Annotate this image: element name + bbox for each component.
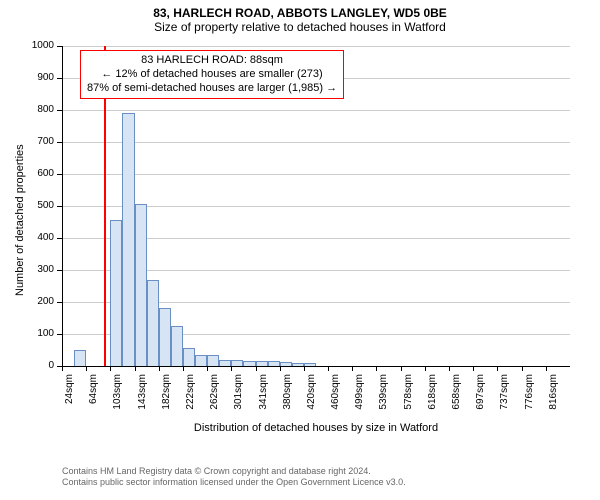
x-tick-mark [401,366,402,371]
histogram-bar [195,355,207,366]
annotation-line-3: 87% of semi-detached houses are larger (… [87,82,337,96]
y-tick-label: 800 [14,104,54,115]
gridline [62,110,570,111]
histogram-bar [74,350,86,366]
histogram-bar [292,363,304,366]
x-tick-mark [328,366,329,371]
histogram-bar [135,204,147,366]
annotation-line-2: ← 12% of detached houses are smaller (27… [87,68,337,82]
x-tick-label: 222sqm [185,374,196,424]
histogram-bar [207,355,219,366]
histogram-bar [256,361,268,366]
x-tick-mark [522,366,523,371]
y-axis-label: Number of detached properties [14,144,26,296]
x-tick-mark [86,366,87,371]
annotation-box: 83 HARLECH ROAD: 88sqm← 12% of detached … [80,50,344,99]
x-tick-mark [62,366,63,371]
x-tick-label: 262sqm [209,374,220,424]
x-axis-label: Distribution of detached houses by size … [62,422,570,434]
histogram-bar [280,362,292,366]
histogram-bar [171,326,183,366]
x-tick-label: 341sqm [258,374,269,424]
x-tick-label: 460sqm [330,374,341,424]
x-tick-mark [352,366,353,371]
histogram-bar [268,361,280,366]
x-tick-label: 539sqm [378,374,389,424]
x-tick-label: 24sqm [64,374,75,424]
chart-plot-region: 0100200300400500600700800900100024sqm64s… [62,46,570,366]
x-tick-mark [425,366,426,371]
y-tick-label: 0 [14,360,54,371]
x-tick-label: 301sqm [233,374,244,424]
gridline [62,142,570,143]
x-tick-label: 776sqm [524,374,535,424]
chart-container: 83, HARLECH ROAD, ABBOTS LANGLEY, WD5 0B… [0,0,600,500]
histogram-bar [147,280,159,366]
x-tick-mark [183,366,184,371]
x-tick-mark [207,366,208,371]
chart-title: 83, HARLECH ROAD, ABBOTS LANGLEY, WD5 0B… [0,0,600,20]
gridline [62,174,570,175]
y-tick-label: 1000 [14,40,54,51]
x-tick-mark [376,366,377,371]
x-tick-label: 737sqm [499,374,510,424]
chart-subtitle: Size of property relative to detached ho… [0,20,600,34]
footer-line-2: Contains public sector information licen… [62,477,406,488]
y-axis-line [62,46,63,366]
histogram-bar [122,113,134,366]
x-tick-mark [256,366,257,371]
histogram-bar [219,360,231,366]
x-axis-line [62,366,570,367]
histogram-bar [159,308,171,366]
footer-attribution: Contains HM Land Registry data © Crown c… [62,466,406,489]
y-tick-label: 900 [14,72,54,83]
histogram-bar [231,360,243,366]
histogram-bar [110,220,122,366]
footer-line-1: Contains HM Land Registry data © Crown c… [62,466,406,477]
x-tick-label: 658sqm [451,374,462,424]
annotation-line-1: 83 HARLECH ROAD: 88sqm [87,54,337,68]
x-tick-mark [304,366,305,371]
x-tick-label: 64sqm [88,374,99,424]
x-tick-label: 420sqm [306,374,317,424]
x-tick-mark [231,366,232,371]
x-tick-mark [280,366,281,371]
gridline [62,46,570,47]
histogram-bar [304,363,316,366]
x-tick-mark [449,366,450,371]
x-tick-mark [546,366,547,371]
x-tick-mark [135,366,136,371]
x-tick-label: 499sqm [354,374,365,424]
x-tick-mark [473,366,474,371]
x-tick-label: 697sqm [475,374,486,424]
y-tick-label: 200 [14,296,54,307]
y-tick-label: 100 [14,328,54,339]
x-tick-label: 380sqm [282,374,293,424]
x-tick-label: 143sqm [137,374,148,424]
x-tick-label: 816sqm [548,374,559,424]
x-tick-mark [159,366,160,371]
x-tick-mark [497,366,498,371]
x-tick-label: 103sqm [112,374,123,424]
x-tick-mark [110,366,111,371]
histogram-bar [183,348,195,366]
x-tick-label: 578sqm [403,374,414,424]
histogram-bar [243,361,255,366]
x-tick-label: 182sqm [161,374,172,424]
x-tick-label: 618sqm [427,374,438,424]
